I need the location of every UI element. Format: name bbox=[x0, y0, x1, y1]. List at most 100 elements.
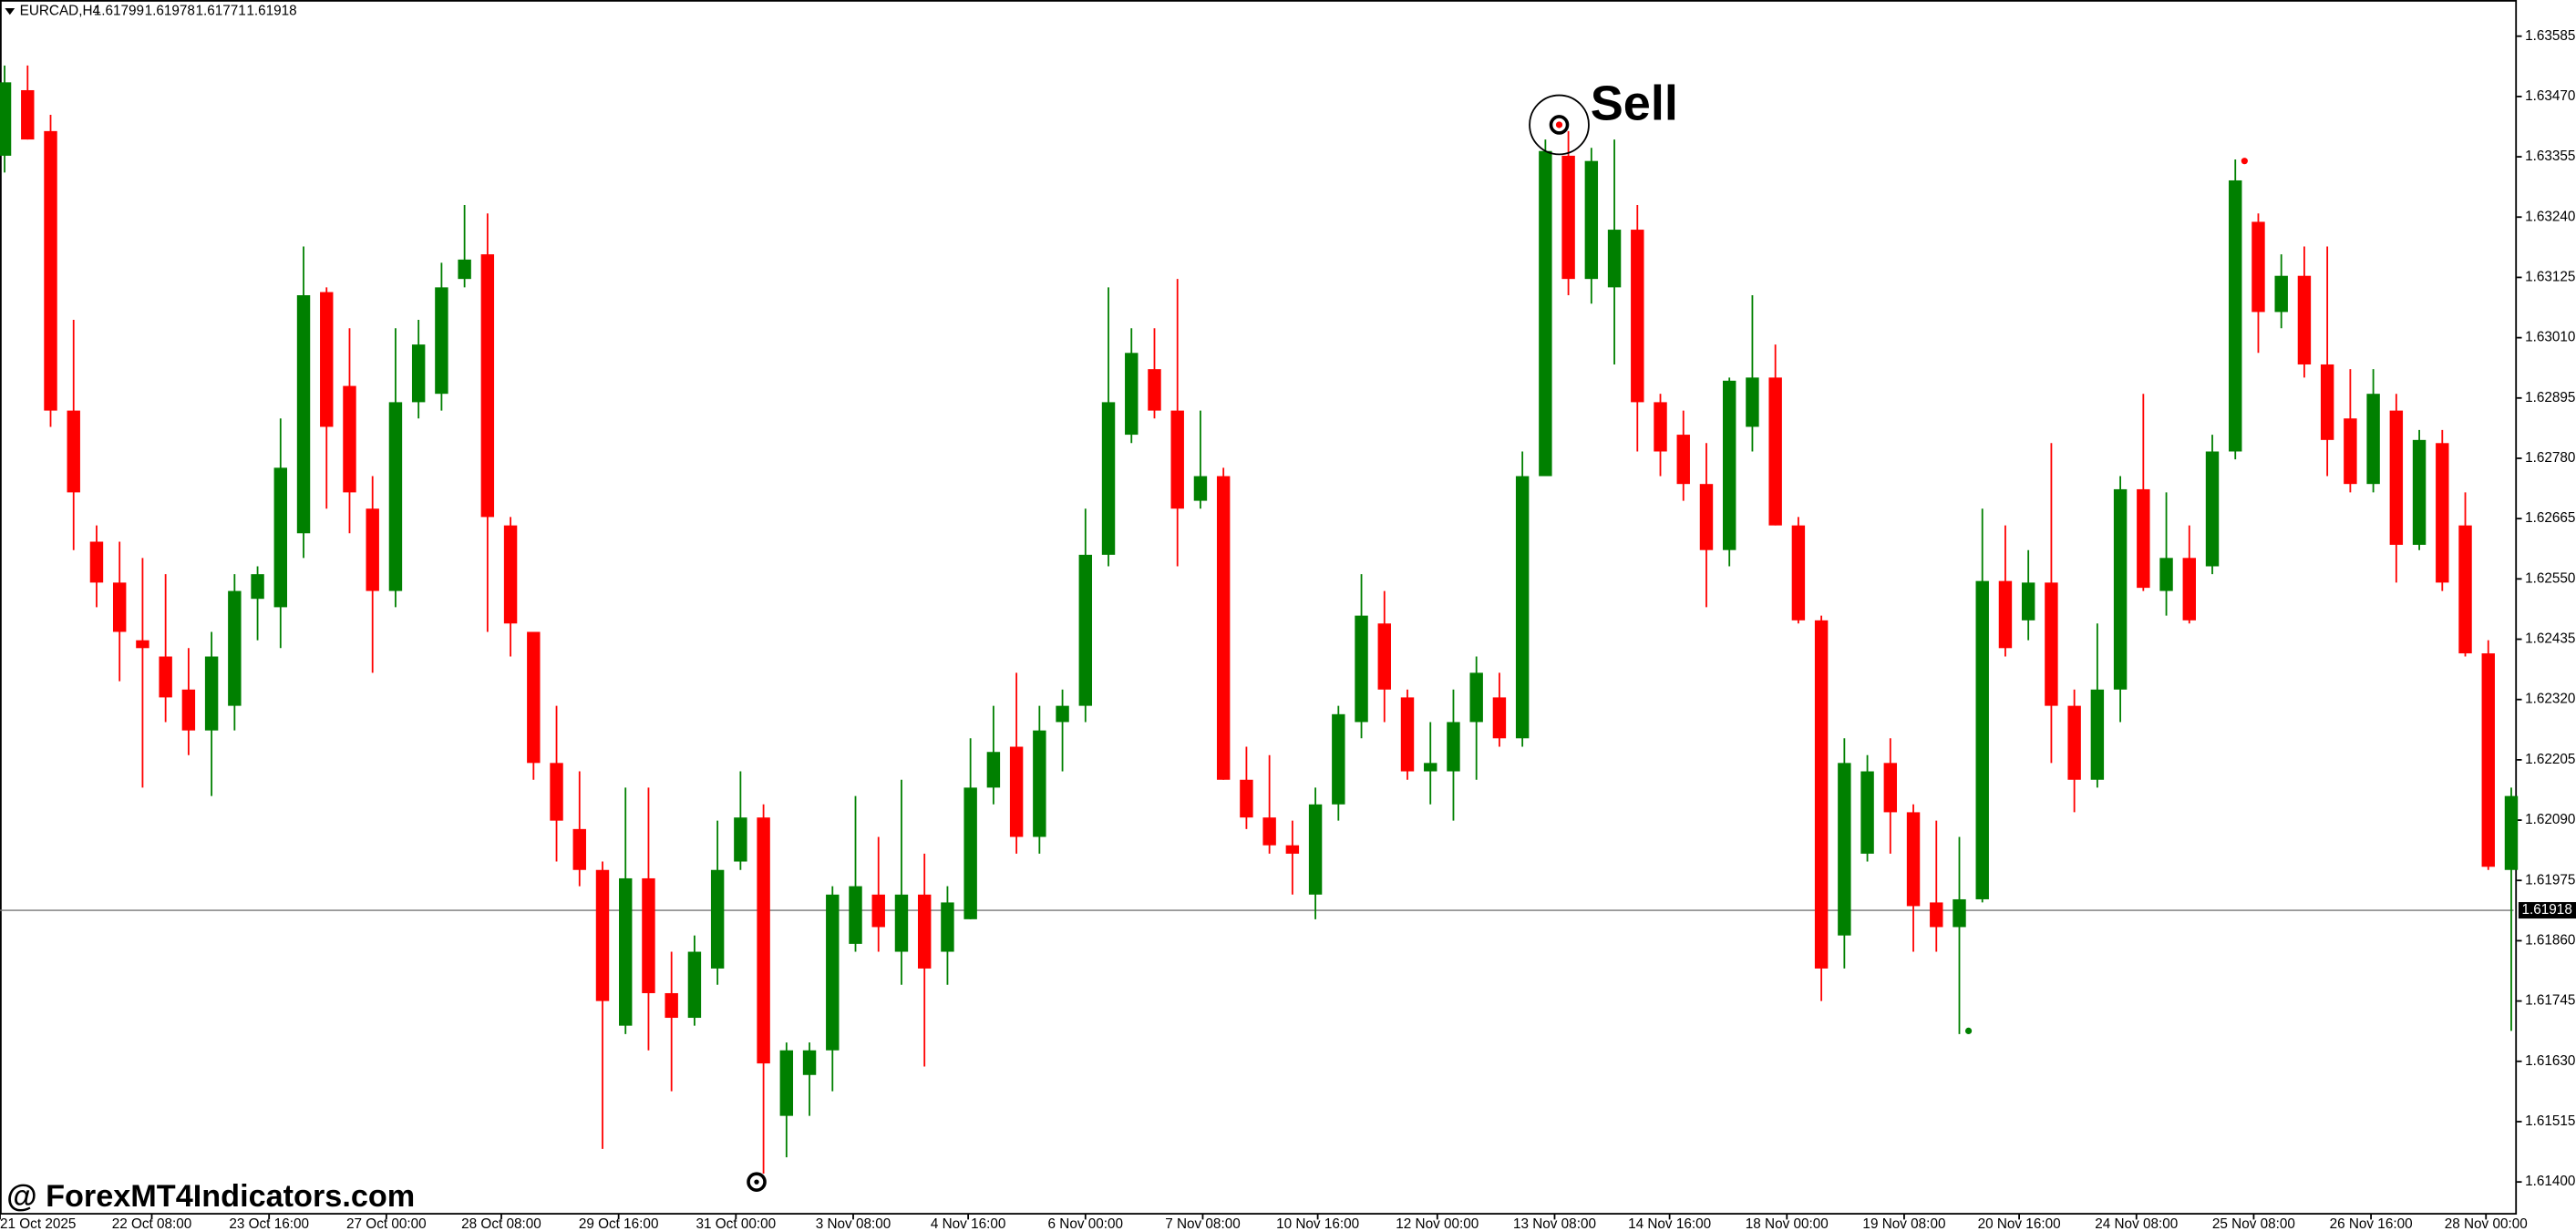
candle-body bbox=[1539, 150, 1552, 477]
candle-body bbox=[204, 656, 219, 731]
x-tick-label: 6 Nov 00:00 bbox=[1048, 1216, 1124, 1231]
candle-body bbox=[2251, 221, 2265, 313]
candle-body bbox=[710, 869, 725, 969]
candle-body bbox=[1285, 845, 1300, 854]
x-tick-label: 28 Nov 00:00 bbox=[2445, 1216, 2528, 1231]
x-tick-label: 27 Oct 00:00 bbox=[346, 1216, 427, 1231]
candle-body bbox=[2205, 451, 2220, 567]
candle-body bbox=[1033, 730, 1046, 837]
candle-body bbox=[1332, 713, 1345, 805]
candle-body bbox=[757, 817, 770, 1064]
candle-body bbox=[1492, 697, 1507, 739]
candle-body bbox=[1262, 817, 1276, 846]
candle-body bbox=[2137, 488, 2150, 589]
candle-body bbox=[1953, 898, 1966, 928]
candle-body bbox=[89, 541, 104, 583]
x-tick-label: 18 Nov 00:00 bbox=[1746, 1216, 1829, 1231]
candle-body bbox=[802, 1050, 817, 1075]
x-tick-label: 4 Nov 16:00 bbox=[931, 1216, 1006, 1231]
candle-body bbox=[44, 130, 57, 411]
candle-body bbox=[734, 817, 747, 862]
y-tick-label: 1.61630 bbox=[2525, 1053, 2575, 1069]
candle-body bbox=[67, 410, 80, 493]
y-tick-label: 1.61860 bbox=[2525, 932, 2575, 948]
candle-body bbox=[826, 894, 840, 1051]
plot-frame bbox=[0, 0, 2518, 1215]
header-low: 1.61771 bbox=[195, 4, 245, 19]
x-tick-label: 20 Nov 16:00 bbox=[1978, 1216, 2061, 1231]
x-tick-label: 28 Oct 08:00 bbox=[461, 1216, 541, 1231]
menu-triangle[interactable] bbox=[5, 8, 15, 15]
x-tick-label: 24 Nov 08:00 bbox=[2095, 1216, 2178, 1231]
y-tick-label: 1.63470 bbox=[2525, 88, 2575, 104]
y-tick-label: 1.63585 bbox=[2525, 28, 2575, 44]
candle-body bbox=[1975, 580, 1989, 899]
current-price-box bbox=[2518, 902, 2576, 919]
x-tick-label: 19 Nov 08:00 bbox=[1862, 1216, 1945, 1231]
y-tick-label: 1.61400 bbox=[2525, 1174, 2575, 1189]
candle-body bbox=[595, 869, 610, 1001]
candle-body bbox=[2389, 410, 2404, 545]
candle-body bbox=[2504, 795, 2519, 870]
candle-body bbox=[1101, 402, 1116, 555]
candle-body bbox=[159, 656, 172, 698]
candle-body bbox=[1078, 554, 1093, 706]
candle-body bbox=[366, 508, 379, 591]
candle-body bbox=[1699, 484, 1714, 550]
current-price-label: 1.61918 bbox=[2522, 902, 2572, 918]
candle-body bbox=[1860, 771, 1874, 854]
candle-body bbox=[1654, 402, 1667, 452]
candle-body bbox=[1469, 672, 1483, 723]
candle-body bbox=[2436, 443, 2449, 583]
candle-body bbox=[986, 752, 1001, 788]
candle-body bbox=[963, 787, 977, 919]
candle-body bbox=[1216, 476, 1231, 780]
candle-body bbox=[2297, 275, 2312, 364]
header-high: 1.61978 bbox=[145, 4, 195, 19]
candle-body bbox=[1998, 580, 2013, 649]
candle-body bbox=[1148, 369, 1161, 411]
candle-body bbox=[665, 992, 678, 1019]
candle-body bbox=[411, 344, 426, 403]
candle-body bbox=[527, 631, 541, 764]
symbol: EURCAD,H4 bbox=[20, 4, 101, 19]
candle-body bbox=[1676, 435, 1690, 485]
candle-body bbox=[849, 886, 862, 944]
y-tick-label: 1.62895 bbox=[2525, 390, 2575, 405]
y-tick-label: 1.62550 bbox=[2525, 570, 2575, 586]
candle-body bbox=[1193, 476, 1208, 501]
candle-body bbox=[388, 402, 403, 591]
candle-body bbox=[550, 763, 563, 821]
sell-ring bbox=[1529, 94, 1590, 156]
y-tick-label: 1.61515 bbox=[2525, 1113, 2575, 1129]
y-tick-label: 1.63125 bbox=[2525, 269, 2575, 284]
y-tick-label: 1.63240 bbox=[2525, 209, 2575, 224]
y-tick-label: 1.62435 bbox=[2525, 631, 2575, 647]
candle-body bbox=[435, 287, 448, 395]
watermark: @ ForexMT4Indicators.com bbox=[6, 1179, 415, 1214]
candle-body bbox=[2067, 705, 2081, 780]
y-tick-label: 1.61975 bbox=[2525, 872, 2575, 887]
candle-body bbox=[1009, 746, 1024, 837]
candle-body bbox=[1906, 812, 1921, 907]
x-tick-label: 21 Oct 2025 bbox=[0, 1216, 76, 1231]
candle-body bbox=[572, 828, 586, 870]
x-tick-label: 29 Oct 16:00 bbox=[579, 1216, 659, 1231]
candle-body bbox=[1584, 160, 1599, 280]
candle-body bbox=[871, 894, 885, 928]
candle-body bbox=[1240, 779, 1253, 818]
candle-body bbox=[0, 82, 12, 156]
candle-body bbox=[1170, 410, 1184, 509]
candle-body bbox=[228, 590, 242, 706]
y-tick-label: 1.62320 bbox=[2525, 692, 2575, 707]
candle-body bbox=[2090, 689, 2105, 780]
x-tick-label: 12 Nov 00:00 bbox=[1396, 1216, 1479, 1231]
candle-body bbox=[1377, 623, 1391, 690]
candle-body bbox=[273, 467, 288, 608]
x-tick-label: 10 Nov 16:00 bbox=[1276, 1216, 1359, 1231]
x-tick-label: 26 Nov 16:00 bbox=[2330, 1216, 2413, 1231]
y-tick-label: 1.62205 bbox=[2525, 752, 2575, 767]
candle-body bbox=[1930, 902, 1943, 928]
header-open: 1.61799 bbox=[94, 4, 144, 19]
